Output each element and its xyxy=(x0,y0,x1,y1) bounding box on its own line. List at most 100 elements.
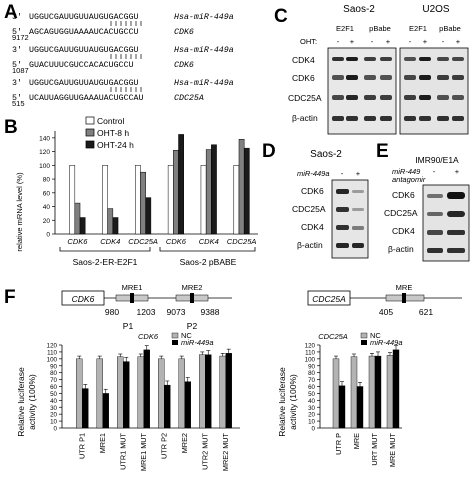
blot-band xyxy=(437,95,449,100)
cdk6-gene-label: CDK6 xyxy=(72,294,95,304)
alignment-2-mir-prefix: 3' xyxy=(12,45,22,55)
panel-c-row-cdc25a: CDC25A xyxy=(288,93,322,103)
panel-b-y-tick-label: 100 xyxy=(39,163,50,170)
blot-band xyxy=(346,95,358,100)
cdc25a-y-label-1: Relative luciferase xyxy=(277,367,287,437)
panel-c-cell-line-u2os: U2OS xyxy=(422,4,450,15)
bar-oht-8-h xyxy=(74,202,81,235)
bar-oht-8-h xyxy=(107,208,114,235)
blot-band xyxy=(452,95,464,100)
blot-band xyxy=(380,95,392,100)
cdc25a-x-labels: UTR P MRE URT MUT MRE MUT xyxy=(334,432,397,467)
panel-b-y-tick-label: 20 xyxy=(43,218,51,225)
panel-c-oht-label: OHT: xyxy=(300,37,317,46)
panel-d-western: Saos-2 miR-449a - + CDK6 CDC25A CDK4 β-a… xyxy=(292,149,369,259)
bar-nc xyxy=(368,355,376,429)
cdk6-probe-p1: P1 xyxy=(123,321,134,331)
cdc25a-legend-swatch-mir xyxy=(361,340,367,345)
panel-f-2-y-tick-label: 30 xyxy=(308,405,315,412)
blot-band xyxy=(352,243,364,248)
alignment-1-mir-prefix: 3' xyxy=(12,12,22,22)
panel-e-sign-1: - xyxy=(433,167,436,176)
blot-band xyxy=(346,75,358,80)
panel-f-2-y-tick-label: 20 xyxy=(308,412,315,419)
alignment-1-target-prefix: 5' xyxy=(12,27,22,37)
alignment-2-mir-seq: UGGUCGAUUGUUAUGUGACGGU xyxy=(29,46,139,55)
panel-b-chart: Control OHT-8 h OHT-24 h relative mRNA l… xyxy=(15,116,258,267)
panel-d-sign-1: - xyxy=(341,169,344,178)
panel-f-2-y-tick-label: 90 xyxy=(308,363,315,370)
panel-b-y-tick-label: 80 xyxy=(43,177,51,184)
bar-mir-449a xyxy=(374,355,382,429)
alignment-2-target-seq: GUACUUUCGUCCACACUGCCU xyxy=(29,61,134,70)
cdk6-pos-4: 9388 xyxy=(201,307,220,317)
panel-f-1-y-tick-label: 60 xyxy=(50,384,57,391)
cdc25a-legend-label-mir: miR-449a xyxy=(370,338,403,347)
panel-d-title: Saos-2 xyxy=(310,149,342,160)
panel-a-alignments: 3' UGGUCGAUUGUUAUGUGACGGU Hsa-miR-449a 5… xyxy=(12,12,234,108)
bar-oht-24-h xyxy=(243,147,250,235)
panel-c-sign-4: + xyxy=(386,37,391,46)
x-tick-label: CDK4 xyxy=(100,237,120,246)
cdk6-mre2-label: MRE2 xyxy=(182,283,203,292)
x-tick-label: MRE2 MUT xyxy=(221,432,230,471)
panel-f-1-y-tick-label: 70 xyxy=(50,377,57,384)
panel-letter-a: A xyxy=(4,2,18,23)
group-label-e2f1: Saos-2-ER-E2F1 xyxy=(73,257,138,267)
panel-d-row-cdk6: CDK6 xyxy=(301,186,324,196)
panel-f-1-y-tick-label: 90 xyxy=(50,363,57,370)
alignment-1-target-name: CDK6 xyxy=(174,28,194,37)
panel-f-cdk6-diagram: CDK6 MRE1 MRE2 980 1203 9073 9388 P1 P2 xyxy=(61,283,232,331)
cdc25a-chart-title: CDC25A xyxy=(318,332,348,341)
blot-band xyxy=(332,116,344,121)
cdk6-legend-swatch-nc xyxy=(171,332,179,339)
panel-b-y-tick-label: 0 xyxy=(46,232,50,239)
panel-e-row-cdk4: CDK4 xyxy=(392,226,415,236)
panel-f-2-y-tick-label: 110 xyxy=(305,349,315,356)
panel-d-bands xyxy=(336,189,364,248)
bar-nc xyxy=(96,358,103,429)
panel-f-1-y-tick-label: 30 xyxy=(50,405,57,412)
blot-band xyxy=(364,57,376,61)
blot-band xyxy=(404,75,416,80)
cdc25a-y-label-2: activity (100%) xyxy=(288,374,298,430)
bar-mir-449a xyxy=(184,381,191,429)
panel-b-axes: 0 20 40 60 80 100 120 140 xyxy=(39,131,258,239)
panel-letter-c: C xyxy=(274,6,288,27)
panel-f-cdc25a-diagram: CDC25A MRE 405 621 xyxy=(307,283,462,317)
legend-swatch-oht-24h xyxy=(85,140,95,149)
alignment-1-target-seq: AGCAGUGGUAAAAUCACUGCCU xyxy=(29,28,139,37)
bar-oht-24-h xyxy=(178,134,184,235)
group-bracket-pbabe xyxy=(159,247,256,252)
cdk6-probe-p2: P2 xyxy=(187,321,198,331)
x-tick-label: MRE2 xyxy=(180,433,189,453)
panel-c-cell-line-saos2: Saos-2 xyxy=(343,4,375,15)
panel-c-sign-5: - xyxy=(409,37,412,46)
bar-oht-24-h xyxy=(145,197,152,235)
panel-f-2-y-tick-label: 40 xyxy=(308,398,315,405)
alignment-1-base-pairs xyxy=(110,21,142,26)
blot-band xyxy=(419,95,431,100)
panel-b-y-tick-label: 40 xyxy=(43,204,51,211)
bar-nc xyxy=(178,358,185,429)
panel-c-sign-8: + xyxy=(456,37,461,46)
panel-c-sign-1: - xyxy=(337,37,340,46)
blot-band xyxy=(346,57,358,61)
panel-c-sign-7: - xyxy=(442,37,445,46)
cdk6-x-labels: UTR P1 MRE1 UTR1 MUT MRE1 MUT UTR P2 MRE2 UTR2… xyxy=(77,432,230,471)
panel-c-row-cdk6: CDK6 xyxy=(292,73,315,83)
blot-band xyxy=(332,57,344,61)
bar-oht-8-h xyxy=(140,171,146,235)
panel-e-row-cdc25a: CDC25A xyxy=(384,208,418,218)
group-label-pbabe: Saos-2 pBABE xyxy=(180,257,237,267)
panel-b-y-tick-label: 140 xyxy=(39,135,50,142)
blot-band xyxy=(380,57,392,61)
panel-f-1-y-tick-label: 120 xyxy=(47,343,58,350)
bar-mir-449a xyxy=(205,354,212,429)
panel-c-condition-1: E2F1 xyxy=(336,24,354,33)
cdk6-chart-title: CDK6 xyxy=(138,332,159,341)
alignment-2-target-name: CDK6 xyxy=(174,61,194,70)
bar-nc xyxy=(350,356,358,429)
blot-band xyxy=(452,57,464,61)
